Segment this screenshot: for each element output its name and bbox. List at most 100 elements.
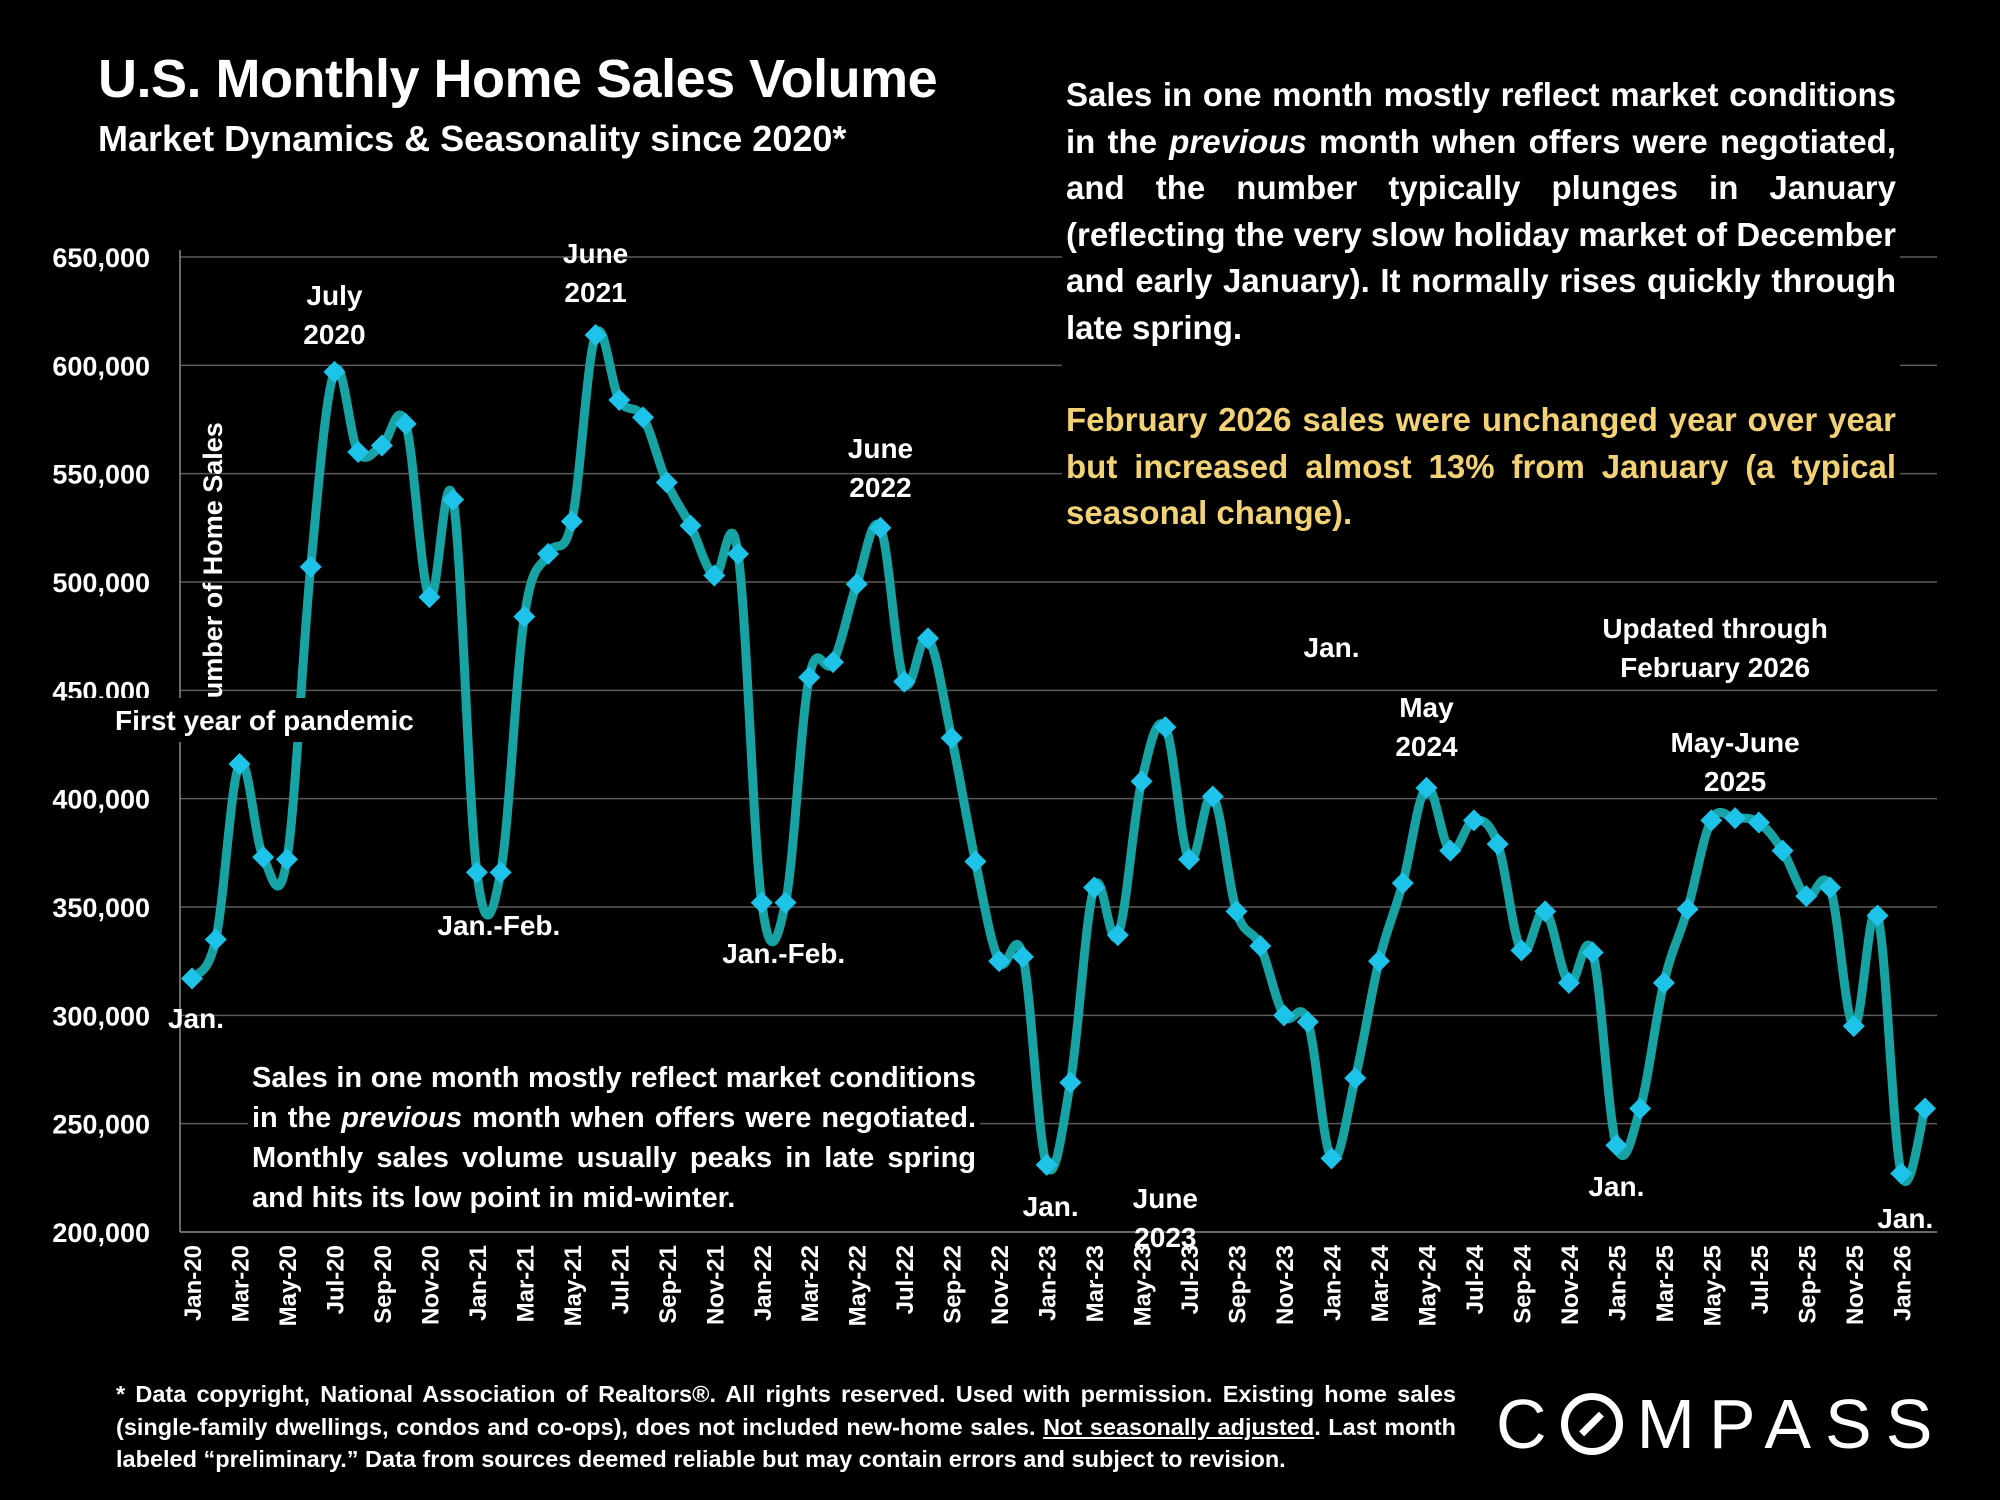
annotation-label: June 2022 [848,433,913,503]
data-point-Feb-24 [1344,1067,1367,1090]
annotation-background [69,698,460,742]
data-point-Jul-23 [1178,848,1201,871]
x-tick-label: Sep-21 [655,1245,682,1324]
data-point-Nov-25 [1842,1015,1865,1038]
data-point-Aug-21 [632,406,655,429]
data-point-Nov-23 [1273,1004,1296,1027]
y-tick-label: 250,000 [52,1110,150,1140]
data-point-Mar-25 [1652,971,1675,994]
annotation-label: Jan.-Feb. [722,938,845,969]
data-point-Oct-25 [1819,876,1842,899]
x-tick-label: Jan-24 [1320,1244,1347,1321]
data-point-Jan-21 [465,861,488,884]
data-point-Apr-25 [1676,898,1699,921]
x-tick-label: Nov-20 [417,1245,444,1325]
data-point-Nov-24 [1557,971,1580,994]
x-tick-label: May-25 [1699,1245,1726,1326]
x-tick-label: Sep-25 [1794,1245,1821,1324]
x-tick-label: Jan-26 [1889,1245,1916,1321]
data-point-Jan-25 [1605,1134,1628,1157]
footnote-underlined: Not seasonally adjusted [1043,1413,1315,1440]
data-point-Jul-22 [893,670,916,693]
annotation-label: Jan. [1588,1171,1644,1202]
x-tick-label: Sep-24 [1509,1244,1536,1323]
data-point-Mar-21 [513,605,536,628]
commentary-paragraph-1: Sales in one month mostly reflect market… [1066,72,1896,351]
commentary-text: month when offers were negotiated. Month… [252,1102,976,1214]
data-point-Aug-20 [347,441,370,463]
data-point-Mar-22 [798,666,821,689]
x-tick-label: Jul-21 [607,1245,634,1314]
logo-letter: C [1496,1385,1561,1463]
data-point-Nov-21 [703,564,726,587]
data-point-Apr-22 [821,651,844,674]
x-tick-label: Nov-25 [1842,1245,1869,1325]
data-point-Jun-23 [1154,716,1177,739]
series-markers [181,324,1936,1185]
x-tick-label: Nov-22 [987,1245,1014,1325]
compass-o-icon [1560,1393,1623,1455]
data-point-May-21 [560,510,583,533]
y-tick-label: 550,000 [52,460,150,490]
y-tick-labels: 200,000250,000300,000350,000400,000450,0… [52,243,150,1248]
y-tick-label: 300,000 [52,1001,150,1031]
commentary-emphasis: previous [1169,122,1307,160]
x-tick-label: Sep-20 [370,1245,397,1324]
data-point-Dec-21 [727,542,750,565]
y-tick-label: 200,000 [52,1218,150,1248]
data-point-May-24 [1415,776,1438,799]
data-point-May-25 [1700,809,1723,832]
annotation-label: Jan.-Feb. [437,910,560,941]
data-point-Jul-21 [608,389,631,411]
x-tick-label: Mar-24 [1367,1244,1394,1322]
data-point-Apr-21 [537,542,560,565]
annotation-label: May-June 2025 [1671,727,1800,797]
data-point-Apr-20 [252,846,275,869]
data-point-Jun-24 [1439,839,1462,862]
commentary-emphasis: previous [341,1102,463,1134]
x-tick-label: Mar-23 [1082,1245,1109,1322]
data-point-Jan-20 [181,967,203,990]
data-point-Sep-24 [1510,939,1533,962]
y-tick-label: 600,000 [52,351,150,381]
data-point-May-22 [845,573,868,596]
x-tick-label: May-21 [560,1245,587,1326]
annotation-label: Jan. [1877,1203,1933,1234]
x-tick-label: Jul-24 [1462,1244,1489,1314]
x-tick-label: Nov-23 [1272,1245,1299,1325]
footnote-text: . Last month labeled “preliminary.” Data… [116,1413,1456,1473]
data-point-Sep-20 [370,434,393,457]
data-point-May-20 [275,848,298,871]
x-tick-label: Jan-22 [750,1245,777,1321]
data-point-Sep-22 [940,727,963,749]
data-point-Apr-23 [1106,924,1129,947]
annotation-label: June 2023 [1133,1183,1198,1253]
x-tick-label: May-23 [1130,1245,1157,1326]
data-point-Jul-20 [323,360,346,383]
data-point-Feb-22 [774,891,797,914]
x-tick-label: Sep-22 [940,1245,967,1324]
x-tick-label: May-24 [1414,1244,1441,1326]
data-point-Mar-23 [1083,876,1106,899]
annotation-label: Updated through February 2026 [1602,613,1828,683]
data-point-Jul-25 [1747,811,1770,834]
x-tick-label: Jul-22 [892,1245,919,1314]
data-point-Dec-25 [1866,904,1889,927]
x-tick-label: Mar-21 [512,1245,539,1322]
x-tick-label: Jan-23 [1035,1245,1062,1321]
x-tick-label: Nov-21 [702,1245,729,1325]
data-point-Oct-21 [679,514,702,537]
data-point-Jun-21 [584,324,607,346]
data-point-Sep-21 [655,471,678,494]
annotation-label: Jan. [1303,632,1359,663]
data-point-Feb-26 [1914,1097,1936,1120]
x-tick-label: Jul-23 [1177,1245,1204,1314]
data-point-Mar-20 [228,753,251,775]
data-point-Aug-24 [1486,833,1509,856]
x-tick-label: Jan-25 [1604,1245,1631,1321]
chart-subtitle: Market Dynamics & Seasonality since 2020… [98,118,847,159]
x-tick-label: May-20 [275,1245,302,1326]
y-tick-label: 650,000 [52,243,150,273]
commentary-text: Sales in one month mostly reflect market… [252,1062,976,1134]
